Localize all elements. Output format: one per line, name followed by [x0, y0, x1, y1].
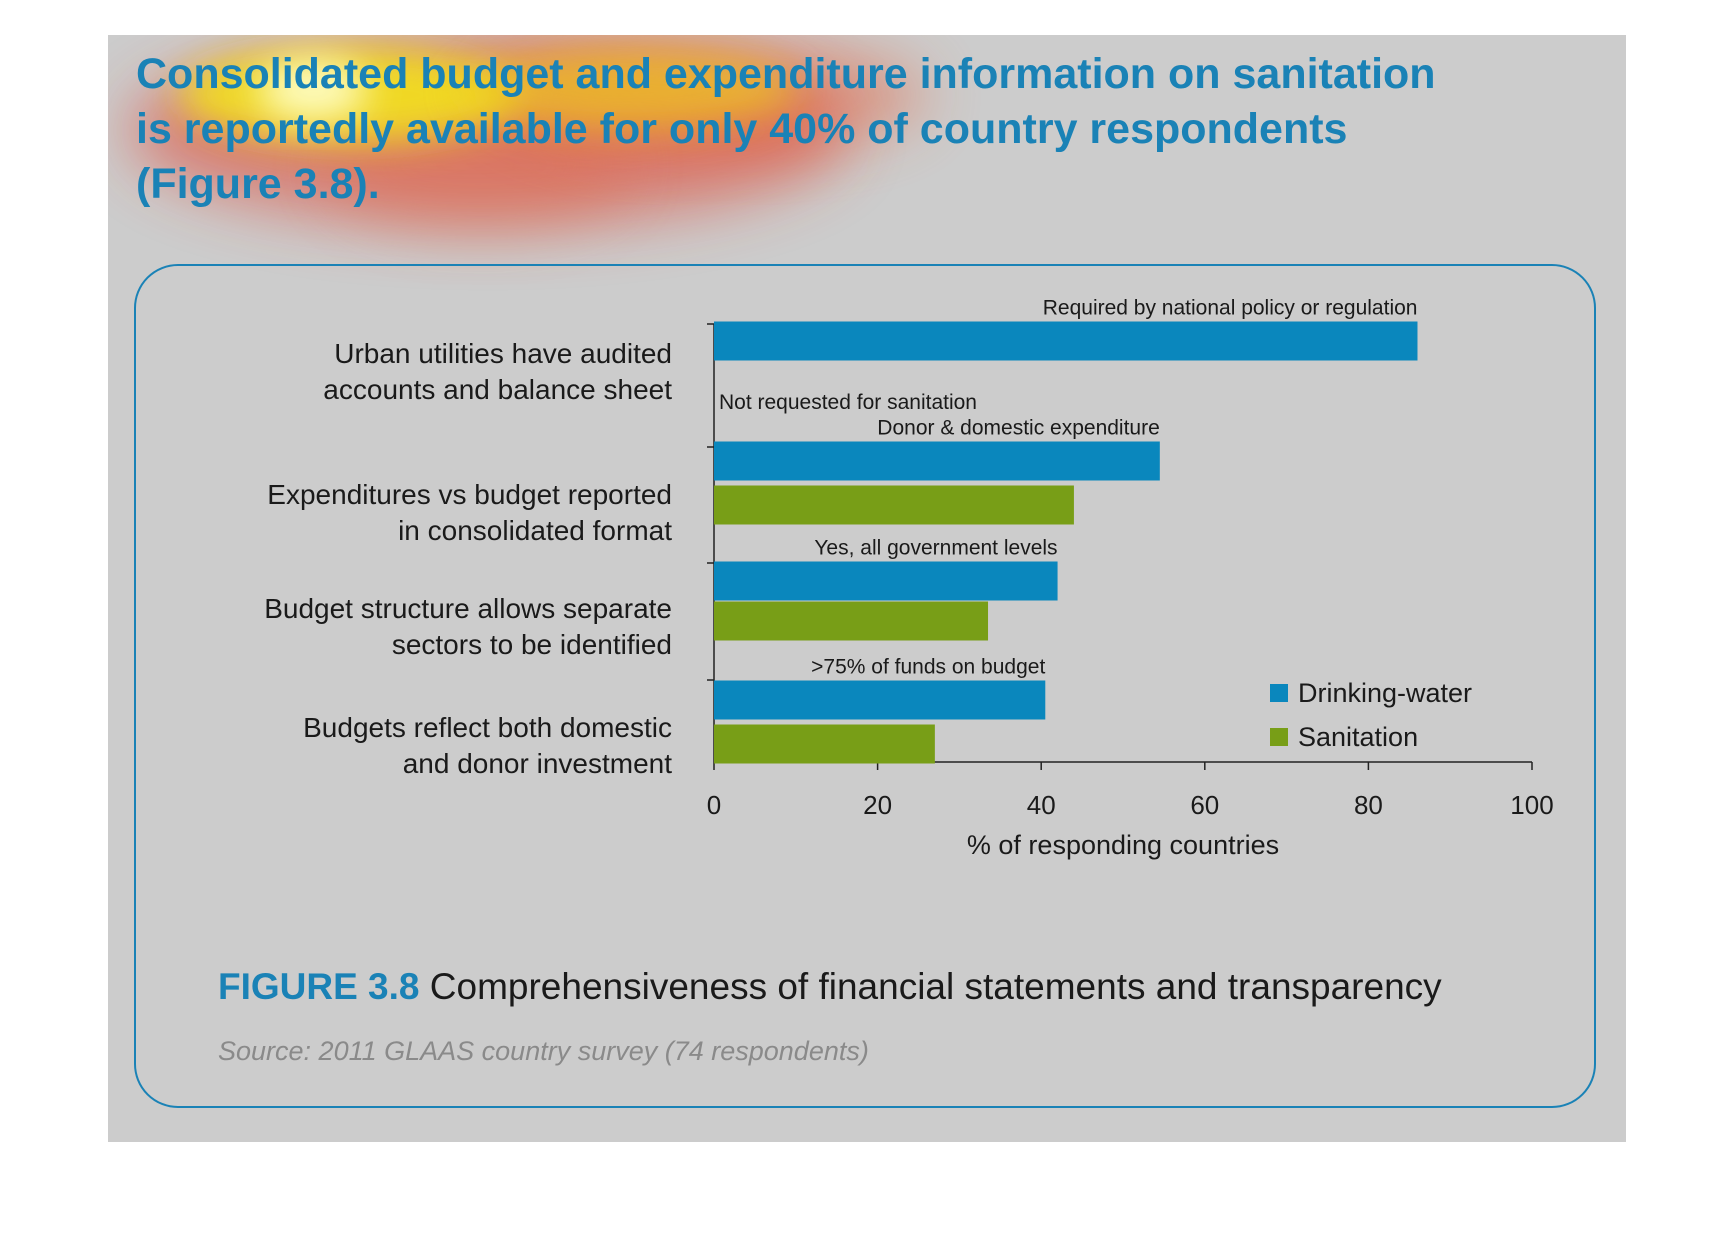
bar-chart: 0 20 40 60 80 100 % of responding countries Urb… [264, 297, 1553, 861]
x-tick-label: 100 [1510, 790, 1553, 820]
figure-box: 0 20 40 60 80 100 % of responding countries Urb… [134, 264, 1596, 1108]
headline-line-1: Consolidated budget and expenditure info… [136, 50, 1436, 98]
figure-label: FIGURE 3.8 [218, 966, 420, 1007]
bar-drinking-water [714, 441, 1160, 481]
legend-swatch-drinking-water [1270, 684, 1288, 702]
bar-sanitation [714, 601, 989, 641]
headline-line-3: (Figure 3.8). [136, 160, 380, 208]
bar-annotation: Required by national policy or regulatio… [1043, 297, 1418, 320]
figure-caption: FIGURE 3.8 Comprehensiveness of financia… [218, 966, 1442, 1008]
x-axis-label: % of responding countries [967, 830, 1279, 860]
bar-drinking-water [714, 561, 1058, 601]
x-tick-label: 60 [1190, 790, 1219, 820]
headline: Consolidated budget and expenditure info… [136, 47, 1556, 212]
category-label: Expenditures vs budget reported [267, 479, 672, 510]
category-label: Urban utilities have audited [334, 338, 672, 369]
bar-drinking-water [714, 321, 1418, 361]
category-label: sectors to be identified [392, 629, 672, 660]
figure-title: Comprehensiveness of financial statement… [429, 966, 1442, 1007]
category-label: Budget structure allows separate [264, 593, 672, 624]
bar-annotation: Donor & domestic expenditure [877, 417, 1160, 440]
x-tick-label: 20 [863, 790, 892, 820]
bar-sanitation [714, 485, 1074, 525]
x-tick-label: 0 [707, 790, 721, 820]
bar-sanitation [714, 724, 935, 764]
category-label: in consolidated format [398, 515, 672, 546]
page-panel: Consolidated budget and expenditure info… [108, 35, 1626, 1142]
category-label: and donor investment [403, 748, 673, 779]
bar-drinking-water [714, 680, 1046, 720]
missing-sanitation-note: Not requested for sanitation [719, 391, 977, 414]
legend-label-drinking-water: Drinking-water [1298, 678, 1472, 708]
x-tick-label: 80 [1354, 790, 1383, 820]
figure-source: Source: 2011 GLAAS country survey (74 re… [218, 1036, 869, 1066]
x-tick-label: 40 [1027, 790, 1056, 820]
bar-annotation: Yes, all government levels [814, 537, 1057, 560]
category-label: accounts and balance sheet [323, 374, 672, 405]
bar-annotation: >75% of funds on budget [811, 656, 1045, 679]
category-label: Budgets reflect both domestic [303, 712, 672, 743]
legend-swatch-sanitation [1270, 728, 1288, 746]
legend-label-sanitation: Sanitation [1298, 722, 1418, 752]
headline-line-2: is reportedly available for only 40% of … [136, 105, 1348, 153]
